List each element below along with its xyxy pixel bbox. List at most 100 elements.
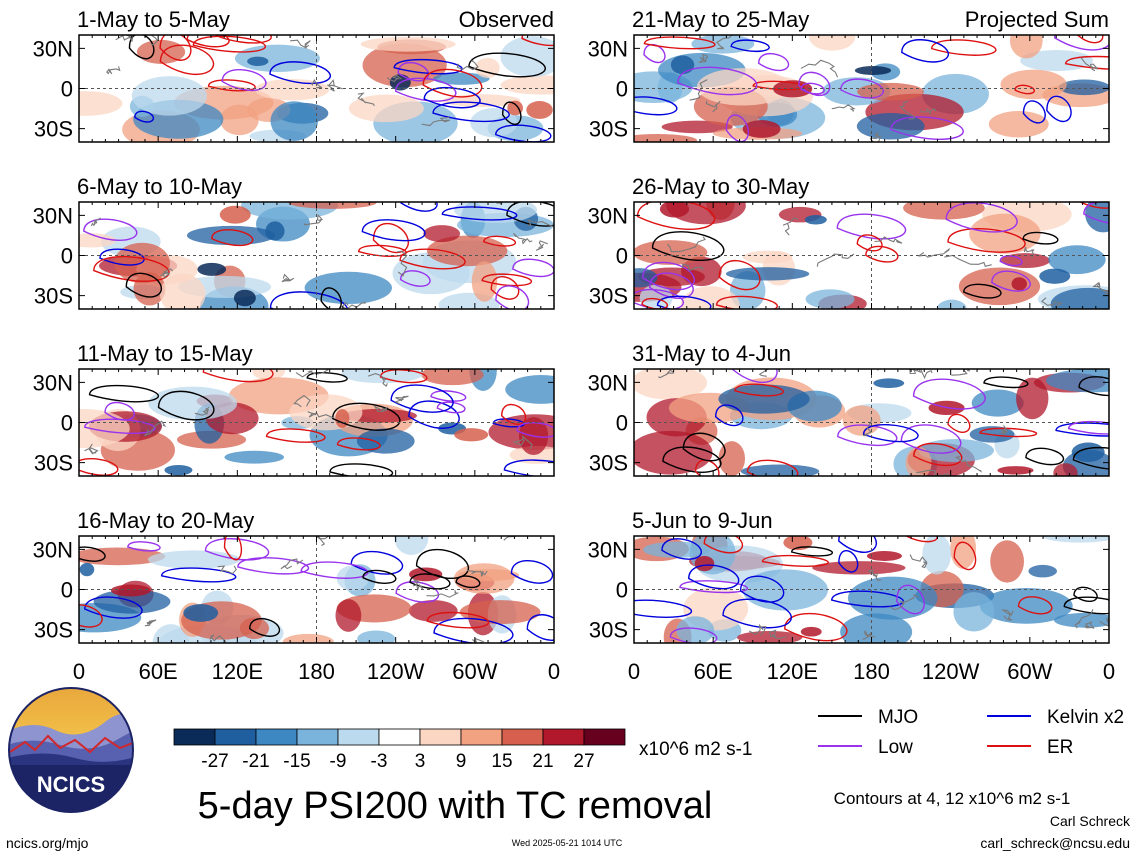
y-tick-label: 0 <box>616 578 628 603</box>
x-tick-label: 60E <box>139 659 178 684</box>
colorbar-swatch <box>214 728 257 746</box>
y-tick-label: 30S <box>589 451 628 476</box>
panel-period-title: 16-May to 20-May <box>77 508 254 533</box>
footer-author: Carl Schreck <box>1050 813 1131 829</box>
y-tick-label: 30S <box>34 117 73 142</box>
colorbar-swatch <box>378 728 421 746</box>
colorbar-tick-label: -15 <box>283 751 310 772</box>
legend-item: ER <box>987 737 1073 758</box>
y-tick-label: 0 <box>61 578 73 603</box>
x-tick-label: 0 <box>548 659 560 684</box>
map-panels: 30N 0 30S 1-May to 5-May Observed 30N 0 30S 6-Ma… <box>33 7 1110 644</box>
colorbar-tick-label: 3 <box>415 751 426 772</box>
colorbar-tick-label: 9 <box>456 751 467 772</box>
x-tick-label: 180 <box>853 659 890 684</box>
panel-period-title: 6-May to 10-May <box>77 174 242 199</box>
colorbar-tick-label: 21 <box>532 751 553 772</box>
y-tick-label: 30N <box>33 203 73 228</box>
x-tick-label: 0 <box>628 659 640 684</box>
y-tick-label: 30N <box>588 36 628 61</box>
legend-label: Low <box>878 737 913 758</box>
map-panel: 30N 0 30S 11-May to 15-May <box>33 341 555 477</box>
y-tick-label: 30N <box>588 370 628 395</box>
x-tick-label: 120E <box>212 659 263 684</box>
map-panel: 30N 0 30S 6-May to 10-May <box>33 174 555 310</box>
y-tick-label: 30N <box>33 537 73 562</box>
footer-timestamp: Wed 2025-05-21 1014 UTC <box>512 838 623 848</box>
y-tick-label: 0 <box>616 77 628 102</box>
psi-field <box>634 536 1109 643</box>
colorbar-swatch <box>419 728 462 746</box>
panel-period-title: 11-May to 15-May <box>77 341 253 366</box>
y-tick-label: 30N <box>33 36 73 61</box>
y-tick-label: 0 <box>616 411 628 436</box>
y-tick-label: 30N <box>588 537 628 562</box>
psi-field <box>634 369 1109 476</box>
psi-field <box>634 202 1109 309</box>
y-tick-label: 0 <box>616 244 628 269</box>
colorbar-swatch <box>296 728 339 746</box>
x-tick-label: 60W <box>452 659 497 684</box>
ncics-logo: NCICS <box>8 687 134 813</box>
psi-field <box>79 536 554 643</box>
x-tick-label: 0 <box>1103 659 1115 684</box>
colorbar: -27 -21 -15 -9 -3 3 9 15 21 27 x10^6 m2 s-1 <box>173 728 752 772</box>
psi-field <box>79 35 554 142</box>
footer-url: ncics.org/mjo <box>6 835 89 851</box>
y-tick-label: 30S <box>589 117 628 142</box>
y-tick-label: 0 <box>61 77 73 102</box>
panel-tag: Projected Sum <box>965 7 1109 32</box>
colorbar-swatch <box>173 728 216 746</box>
colorbar-tick-label: -21 <box>242 751 269 772</box>
x-tick-label: 120E <box>767 659 818 684</box>
colorbar-tick-label: 27 <box>573 751 594 772</box>
legend-label: MJO <box>878 707 918 728</box>
colorbar-swatch <box>255 728 298 746</box>
y-tick-label: 30N <box>33 370 73 395</box>
panel-period-title: 21-May to 25-May <box>632 7 809 32</box>
map-panel: 30N 0 30S 5-Jun to 9-Jun <box>588 508 1110 644</box>
y-tick-label: 0 <box>61 411 73 436</box>
x-tick-label: 60E <box>694 659 733 684</box>
y-tick-label: 30S <box>589 618 628 643</box>
panel-period-title: 1-May to 5-May <box>77 7 230 32</box>
colorbar-swatch <box>542 728 585 746</box>
y-tick-label: 30N <box>588 203 628 228</box>
logo-text: NCICS <box>37 772 105 797</box>
map-panel: 30N 0 30S 26-May to 30-May <box>588 174 1110 310</box>
colorbar-swatch <box>460 728 503 746</box>
colorbar-swatch <box>583 728 626 746</box>
footer-email: carl_schreck@ncsu.edu <box>980 835 1130 851</box>
legend-label: Kelvin x2 <box>1047 707 1124 728</box>
psi-field <box>79 369 554 476</box>
colorbar-tick-label: -3 <box>371 751 388 772</box>
x-tick-label: 180 <box>298 659 335 684</box>
map-panel: 30N 0 30S 16-May to 20-May <box>33 508 555 644</box>
colorbar-swatch <box>501 728 544 746</box>
y-tick-label: 30S <box>34 618 73 643</box>
psi-field <box>79 202 554 309</box>
x-tick-label: 120W <box>367 659 425 684</box>
psi-field <box>634 35 1109 142</box>
colorbar-tick-label: 15 <box>491 751 512 772</box>
panel-period-title: 5-Jun to 9-Jun <box>632 508 773 533</box>
contour-note: Contours at 4, 12 x10^6 m2 s-1 <box>834 789 1071 808</box>
x-tick-label: 60W <box>1007 659 1052 684</box>
panel-period-title: 26-May to 30-May <box>632 174 809 199</box>
y-tick-label: 30S <box>34 284 73 309</box>
legend-item: MJO <box>818 707 918 728</box>
contour-legend: MJO Kelvin x2 Low ER <box>818 707 1124 758</box>
y-tick-label: 0 <box>61 244 73 269</box>
figure-title: 5-day PSI200 with TC removal <box>198 785 713 827</box>
legend-item: Kelvin x2 <box>987 707 1124 728</box>
panel-period-title: 31-May to 4-Jun <box>632 341 791 366</box>
colorbar-swatch <box>337 728 380 746</box>
map-panel: 30N 0 30S 1-May to 5-May Observed <box>33 7 555 143</box>
x-tick-label: 120W <box>922 659 980 684</box>
map-panel: 30N 0 30S 31-May to 4-Jun <box>588 341 1110 477</box>
x-axis-labels: 0 60E 120E 180 120W 60W 0 0 60E 120E 180 120W 60W 0 <box>73 659 1115 684</box>
legend-item: Low <box>818 737 913 758</box>
y-tick-label: 30S <box>589 284 628 309</box>
panel-tag: Observed <box>459 7 554 32</box>
colorbar-tick-label: -9 <box>330 751 347 772</box>
